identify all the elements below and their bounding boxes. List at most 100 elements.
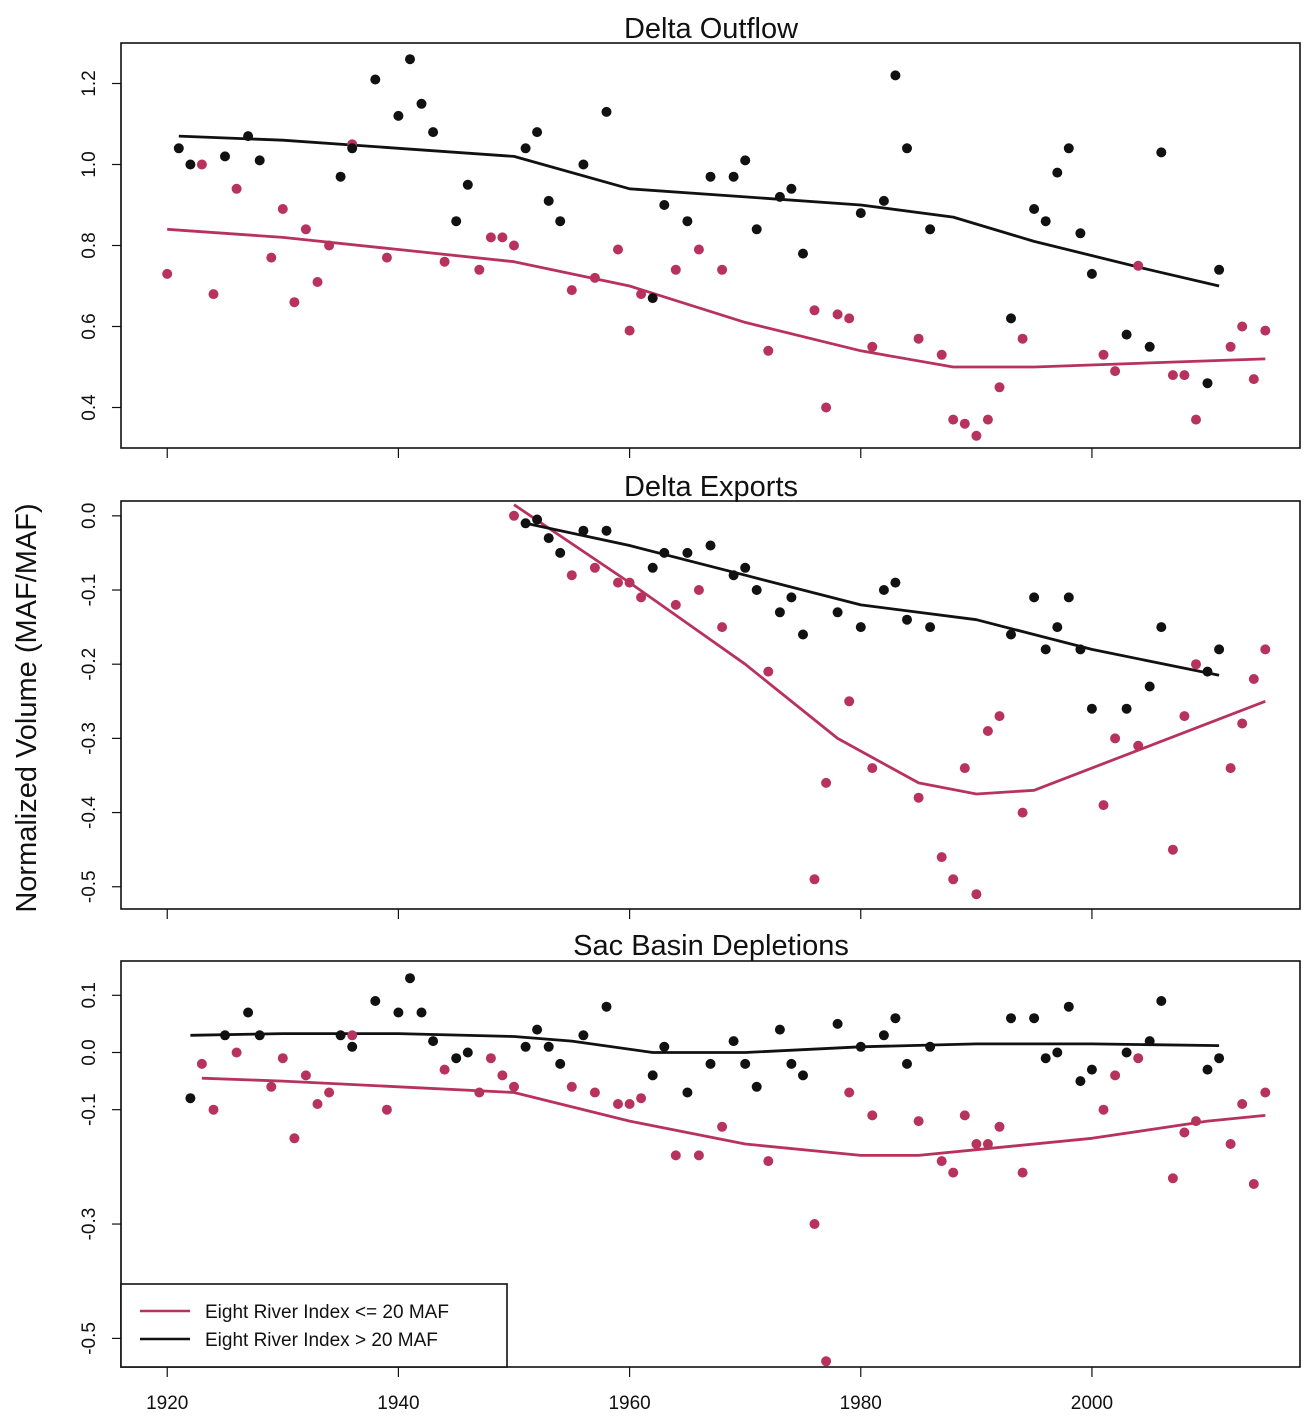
legend: Eight River Index <= 20 MAF Eight River … [120, 1283, 508, 1368]
data-point-high [786, 1058, 797, 1069]
data-point-low [231, 183, 242, 194]
data-point-high [647, 1070, 658, 1081]
data-point-high [1029, 1013, 1040, 1024]
data-point-high [520, 143, 531, 154]
x-tick-label: 2000 [1071, 1393, 1113, 1414]
data-point-low [509, 1081, 519, 1092]
data-point-low [1098, 800, 1109, 811]
data-point-high [740, 1058, 751, 1069]
data-point-low [485, 1053, 496, 1064]
data-point-low [196, 159, 207, 170]
data-point-low [1133, 260, 1144, 271]
y-tick-label: -0.5 [79, 1322, 100, 1355]
panel-title: Delta Exports [624, 471, 798, 503]
panel-delta-exports: Delta Exports 0.0 -0.1 -0.2 -0.3 -0.4 -0.5 [79, 471, 1301, 919]
data-point-low [763, 345, 774, 356]
data-point-high [1075, 228, 1086, 239]
data-point-low [613, 577, 623, 588]
y-tick-label: 0.0 [79, 1039, 100, 1065]
data-point-high [728, 570, 739, 581]
data-point-low [994, 1121, 1005, 1132]
plot-frame [120, 42, 1301, 449]
data-point-low [231, 1047, 242, 1058]
data-point-low [1237, 321, 1248, 332]
data-point-low [381, 252, 392, 263]
data-point-low [266, 252, 277, 263]
data-point-low [312, 1099, 323, 1109]
data-point-low [300, 224, 311, 235]
trend-lines [513, 503, 1266, 796]
data-point-low [636, 289, 647, 300]
data-point-high [1040, 216, 1051, 227]
data-point-high [1006, 1013, 1016, 1024]
data-point-low [162, 268, 173, 279]
trend-line-high [525, 521, 1220, 677]
data-point-low [196, 1058, 207, 1069]
data-point-high [751, 585, 762, 595]
data-point-low [1225, 341, 1236, 352]
data-point-high [220, 1030, 230, 1041]
data-point-low [959, 763, 970, 774]
data-point-low [936, 852, 947, 863]
data-point-low [844, 1087, 855, 1098]
data-point-low [763, 666, 774, 677]
data-point-high [902, 143, 912, 154]
data-point-low [509, 240, 519, 251]
x-tick-label: 1960 [608, 1393, 650, 1414]
data-point-low [497, 1070, 508, 1081]
data-point-high [1156, 996, 1167, 1006]
data-point-low [1248, 1179, 1259, 1189]
data-point-high [1029, 592, 1040, 603]
data-point-low [821, 402, 832, 413]
data-point-high [1121, 1047, 1132, 1058]
data-point-low [381, 1104, 392, 1115]
data-point-low [277, 1053, 288, 1064]
data-point-low [266, 1081, 277, 1092]
data-point-low [1110, 366, 1121, 377]
plot-frame [120, 500, 1301, 910]
data-point-low [613, 244, 623, 255]
data-point-high [728, 1036, 739, 1047]
data-point-high [451, 1053, 462, 1064]
panel-title: Sac Basin Depletions [573, 930, 849, 962]
data-point-high [751, 224, 762, 235]
data-point-high [243, 1007, 254, 1018]
data-point-low [474, 1087, 485, 1098]
data-point-low [959, 418, 970, 429]
data-point-low [867, 1110, 878, 1121]
data-point-high [1086, 703, 1097, 714]
data-point-high [347, 1041, 358, 1052]
data-point-high [1075, 1076, 1086, 1087]
x-tick-label: 1920 [146, 1393, 188, 1414]
data-point-high [1029, 204, 1040, 214]
trend-line-low [201, 1076, 1266, 1157]
data-point-high [220, 151, 230, 162]
y-axis-label: Normalized Volume (MAF/MAF) [11, 503, 43, 912]
data-point-high [728, 171, 739, 182]
trend-line-low [513, 503, 1266, 796]
data-point-high [520, 1041, 531, 1052]
data-point-high [416, 1007, 427, 1018]
data-point-high [1063, 143, 1074, 154]
data-point-high [855, 622, 866, 633]
data-point-high [798, 629, 808, 640]
data-point-low [1248, 674, 1259, 684]
data-point-high [740, 155, 751, 166]
data-point-low [971, 430, 982, 441]
data-point-high [532, 127, 543, 138]
data-point-high [751, 1081, 762, 1092]
data-point-low [832, 309, 843, 320]
data-point-low [982, 414, 993, 425]
data-point-low [277, 204, 288, 214]
data-point-high [1006, 629, 1016, 640]
y-axis: 0.0 -0.1 -0.2 -0.3 -0.4 -0.5 [79, 503, 122, 903]
data-point-low [1098, 1104, 1109, 1115]
x-tick-label: 1980 [840, 1393, 882, 1414]
data-point-high [370, 74, 381, 85]
data-point-low [1167, 370, 1178, 381]
data-point-high [878, 585, 889, 595]
data-point-high [243, 131, 254, 142]
data-point-high [335, 171, 346, 182]
data-point-high [902, 1058, 912, 1069]
data-point-low [1179, 1127, 1190, 1138]
